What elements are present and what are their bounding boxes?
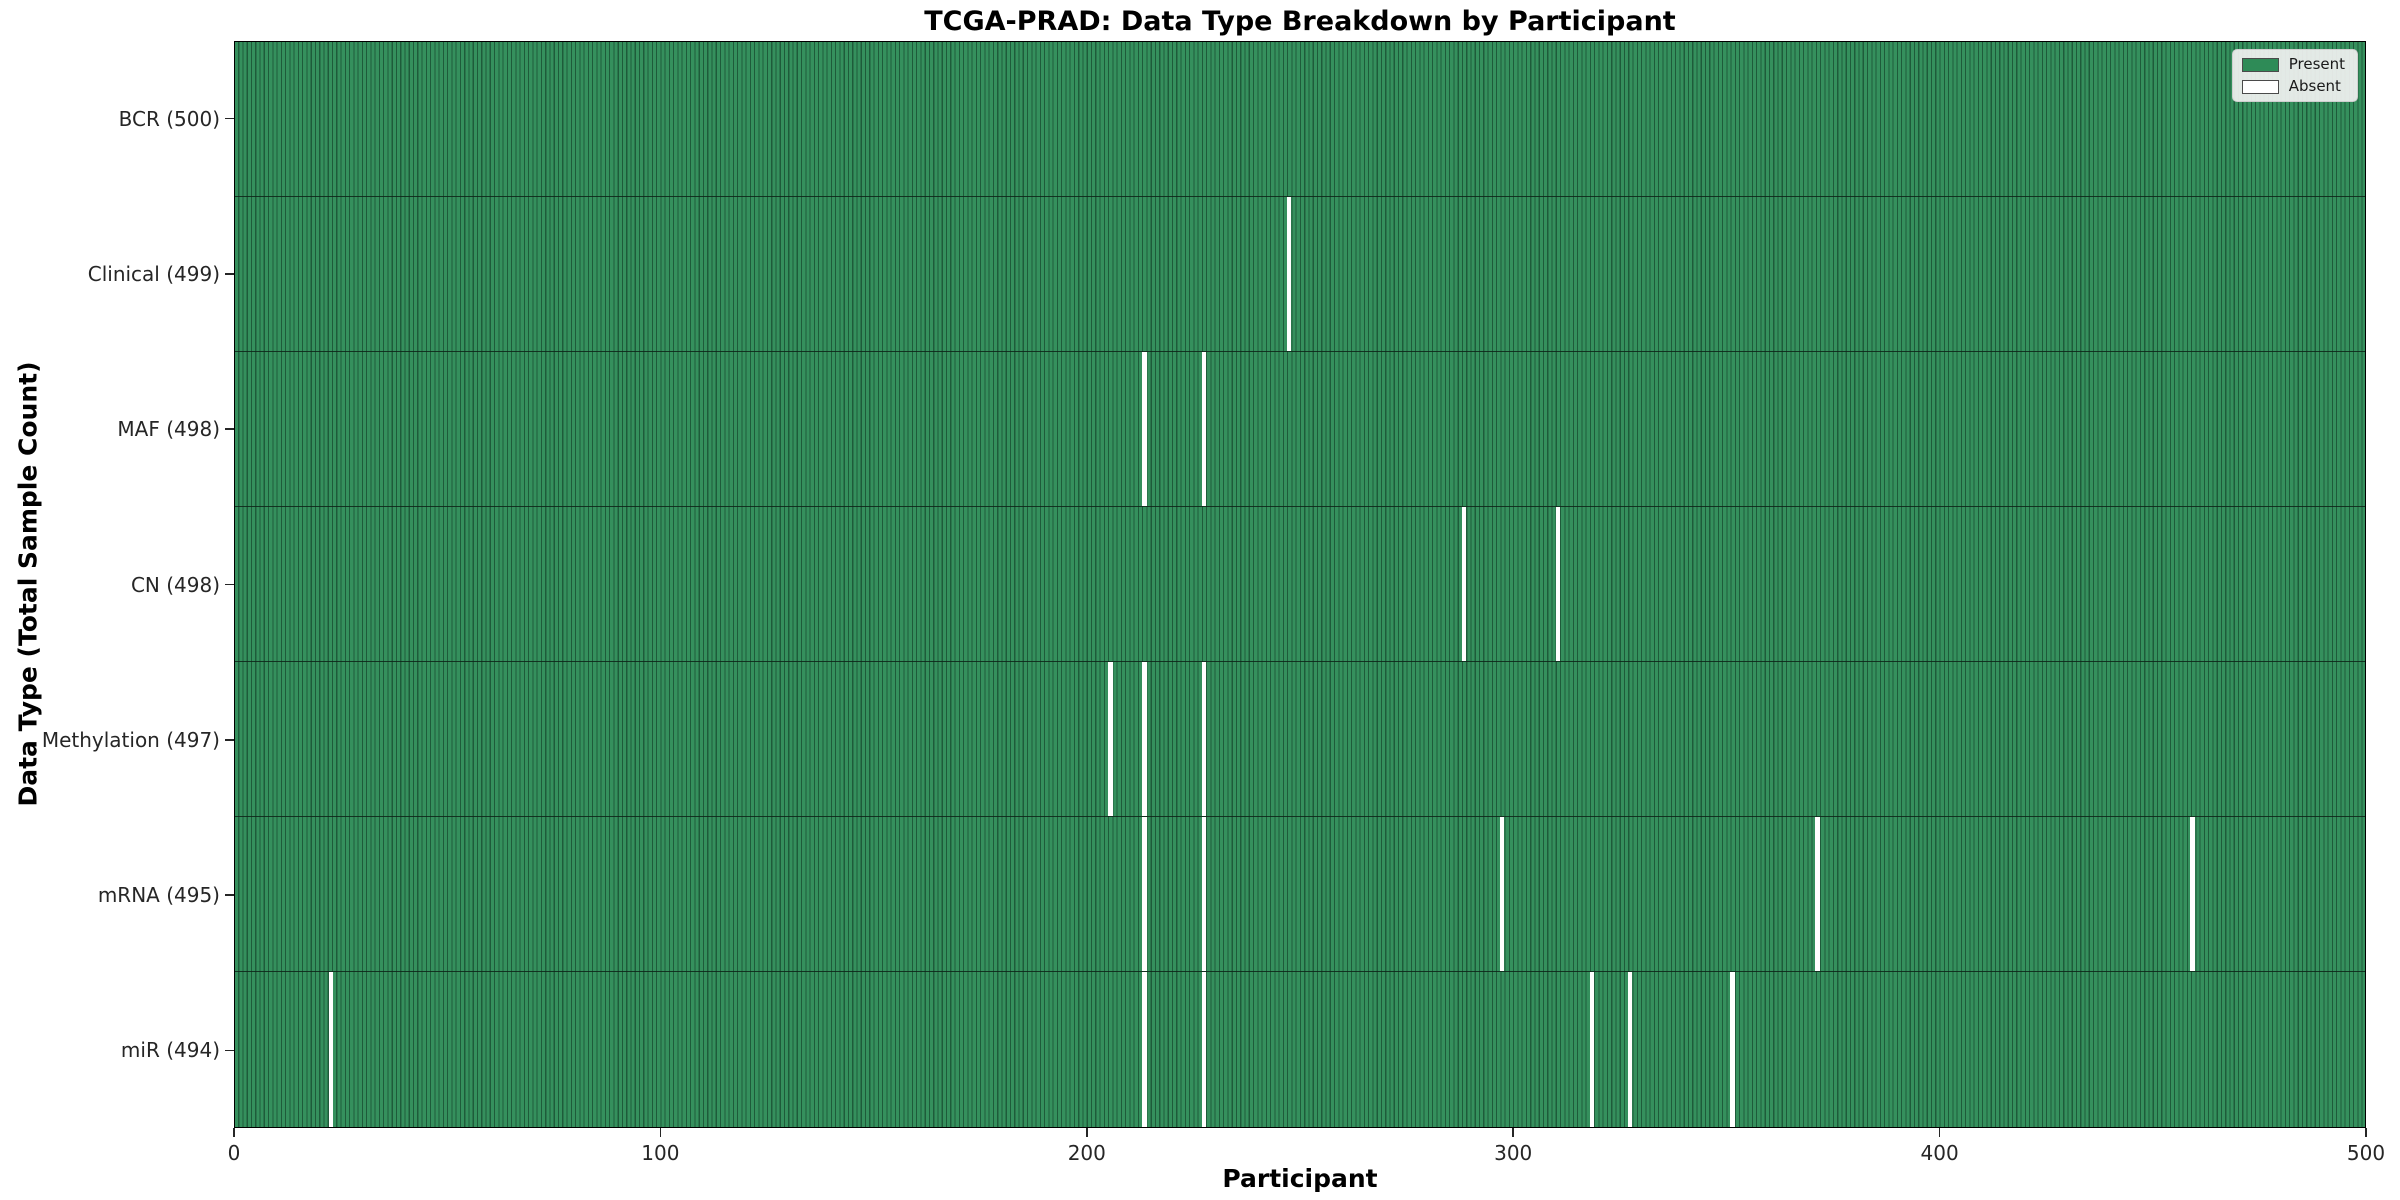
y-tick-mark	[225, 1049, 234, 1052]
absent-gap	[1287, 196, 1292, 351]
legend-item-present: Present	[2241, 55, 2345, 73]
y-tick-mark	[225, 428, 234, 430]
row-Methylation	[235, 661, 2365, 817]
x-tick-label-300: 300	[1494, 1141, 1533, 1165]
y-tick-mark	[225, 738, 234, 741]
absent-gap	[1108, 661, 1113, 816]
x-tick-label-100: 100	[641, 1141, 680, 1165]
y-tick-label-Clinical: Clinical (499)	[87, 261, 220, 286]
row-CN	[235, 506, 2365, 662]
absent-gap	[1142, 351, 1147, 506]
x-tick-label-200: 200	[1067, 1141, 1106, 1165]
absent-gap	[1202, 351, 1207, 506]
absent-gap	[1142, 816, 1147, 971]
row-MAF	[235, 351, 2365, 507]
absent-gap	[1555, 506, 1560, 661]
y-tick-label-MAF: MAF (498)	[117, 417, 220, 442]
absent-gap	[2190, 816, 2195, 971]
legend-label-present: Present	[2288, 55, 2345, 73]
legend-item-absent: Absent	[2241, 77, 2345, 95]
legend: Present Absent	[2231, 49, 2358, 102]
x-tick-mark	[233, 1128, 235, 1137]
y-tick-mark	[225, 273, 234, 275]
absent-gap	[1142, 971, 1147, 1127]
row-miR	[235, 971, 2365, 1127]
legend-swatch-absent-icon	[2241, 79, 2279, 94]
absent-gap	[1202, 971, 1207, 1127]
x-tick-mark	[1086, 1128, 1088, 1137]
legend-label-absent: Absent	[2288, 77, 2341, 95]
plot-area: Present Absent	[234, 41, 2366, 1128]
x-tick-label-500: 500	[2346, 1141, 2386, 1165]
y-tick-mark	[225, 583, 234, 586]
absent-gap	[1202, 661, 1207, 816]
y-tick-mark	[225, 894, 234, 896]
x-axis-label: Participant	[1222, 1164, 1378, 1193]
absent-gap	[1815, 816, 1820, 971]
x-tick-label-0: 0	[227, 1141, 241, 1165]
row-Clinical	[235, 196, 2365, 352]
y-tick-label-miR: miR (494)	[120, 1038, 220, 1063]
x-tick-mark	[1938, 1128, 1941, 1137]
y-tick-label-CN: CN (498)	[130, 572, 220, 597]
absent-gap	[1730, 971, 1735, 1127]
absent-gap	[1589, 971, 1594, 1127]
x-tick-mark	[659, 1128, 662, 1137]
row-mRNA	[235, 816, 2365, 972]
x-tick-label-400: 400	[1920, 1141, 1959, 1165]
absent-gap	[1628, 971, 1633, 1127]
chart-title: TCGA-PRAD: Data Type Breakdown by Partic…	[924, 6, 1676, 37]
absent-gap	[328, 971, 333, 1127]
absent-gap	[1500, 816, 1505, 971]
y-tick-label-Methylation: Methylation (497)	[41, 727, 220, 752]
y-tick-label-mRNA: mRNA (495)	[97, 883, 220, 908]
x-tick-mark	[1512, 1128, 1514, 1137]
y-tick-mark	[225, 117, 234, 120]
legend-swatch-present-icon	[2241, 57, 2279, 72]
absent-gap	[1202, 816, 1207, 971]
y-tick-label-BCR: BCR (500)	[118, 106, 220, 131]
row-BCR	[235, 42, 2365, 197]
x-tick-mark	[2365, 1128, 2367, 1137]
absent-gap	[1461, 506, 1467, 661]
absent-gap	[1142, 661, 1147, 816]
